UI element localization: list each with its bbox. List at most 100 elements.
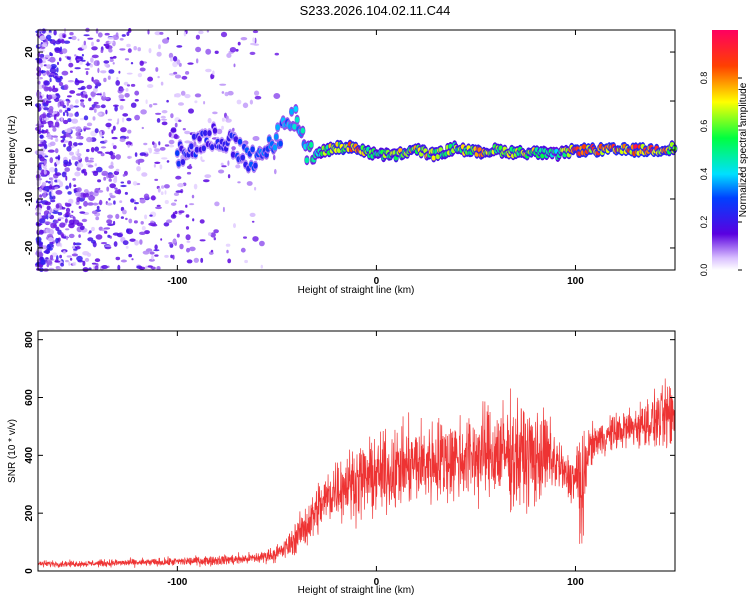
spectrogram-noise-blob <box>164 200 169 204</box>
spectrogram-noise-blob <box>200 156 203 161</box>
spectrogram-noise-blob <box>63 40 71 44</box>
spectrogram-noise-blob <box>125 217 128 221</box>
spectrogram-noise-blob <box>114 175 118 181</box>
spectrogram-noise-blob <box>222 206 225 213</box>
spectrogram-noise-blob <box>172 61 178 68</box>
spectrogram-noise-blob <box>103 227 111 230</box>
spectrogram-noise-blob <box>252 37 256 43</box>
spectrogram-noise-blob <box>67 57 71 60</box>
spectrogram-noise-blob <box>72 245 75 249</box>
spectrogram-noise-blob <box>113 220 116 226</box>
spectrogram-noise-blob <box>100 104 106 109</box>
spectrogram-noise-blob <box>103 60 110 64</box>
spectrogram-noise-blob <box>66 255 72 258</box>
spectrogram-noise-blob <box>147 29 150 35</box>
spectrogram-noise-blob <box>57 61 59 66</box>
spectrogram-noise-blob <box>49 73 56 76</box>
spectrogram-noise-blob <box>71 253 78 257</box>
spectrogram-noise-blob <box>154 161 161 164</box>
spectrogram-noise-blob <box>184 140 192 144</box>
spectrogram-noise-blob <box>117 118 120 124</box>
spectrogram-noise-blob <box>96 205 100 210</box>
spectrogram-noise-blob <box>78 132 82 136</box>
spectrogram-noise-blob <box>240 37 248 41</box>
x-tick-label: 0 <box>374 577 380 588</box>
spectrogram-noise-blob <box>189 246 196 252</box>
spectrogram-ridge-cell <box>275 124 280 131</box>
spectrogram-noise-blob <box>65 259 69 263</box>
spectrogram-noise-blob <box>82 260 86 267</box>
spectrogram-noise-blob <box>170 254 174 259</box>
spectrogram-noise-blob <box>182 128 186 131</box>
spectrogram-noise-blob <box>94 85 98 89</box>
spectrogram-noise-blob <box>81 59 86 62</box>
spectrogram-noise-blob <box>135 159 141 164</box>
spectrogram-noise-blob <box>93 79 100 85</box>
spectrogram-noise-blob <box>38 229 44 235</box>
spectrogram-noise-blob <box>40 70 46 73</box>
spectrogram-noise-blob <box>122 240 129 246</box>
spectrogram-noise-blob <box>47 213 51 217</box>
spectrogram-noise-blob <box>94 128 99 134</box>
spectrogram-noise-blob <box>108 41 114 44</box>
spectrogram-noise-blob <box>73 142 78 147</box>
spectrogram-noise-blob <box>173 133 178 139</box>
spectrogram-noise-blob <box>236 99 242 105</box>
spectrogram-noise-blob <box>57 217 65 220</box>
spectrogram-noise-blob <box>122 209 127 215</box>
spectrogram-noise-blob <box>74 67 81 70</box>
spectrogram-noise-blob <box>83 189 89 194</box>
colorbar: 0.0 0.2 0.4 0.6 0.8 Normalized spectral ampl… <box>699 30 749 276</box>
spectrogram-noise-blob <box>59 75 63 79</box>
spectrogram-noise-blob <box>81 53 84 57</box>
spectrogram-noise-blob <box>100 242 108 245</box>
spectrogram-noise-blob <box>184 94 191 99</box>
colorbar-tick-label: 0.6 <box>699 120 709 133</box>
spectrogram-noise-blob <box>163 222 170 227</box>
spectrogram-noise-blob <box>77 148 80 154</box>
spectrogram-noise-blob <box>205 68 212 73</box>
spectrogram-noise-blob <box>39 46 46 49</box>
spectrogram-noise-blob <box>187 62 194 65</box>
spectrogram-noise-blob <box>203 101 206 105</box>
spectrogram-noise-blob <box>126 31 130 36</box>
spectrogram-noise-blob <box>173 71 178 75</box>
spectrogram-noise-blob <box>74 79 80 86</box>
spectrogram-ridge-cell <box>176 160 181 167</box>
snr-x-label: Height of straight line (km) <box>298 585 415 596</box>
spectrogram-noise-blob <box>186 165 193 170</box>
spectrogram-noise-blob <box>186 240 191 243</box>
spectrogram-noise-blob <box>134 90 140 96</box>
spectrogram-noise-blob <box>38 44 41 48</box>
spectrogram-noise-blob <box>181 75 188 80</box>
spectrogram-noise-blob <box>129 238 136 242</box>
spectrogram-noise-blob <box>92 116 96 121</box>
spectrogram-noise-blob <box>152 103 158 106</box>
spectrogram-noise-blob <box>84 156 89 163</box>
spectrogram-noise-blob <box>139 60 144 66</box>
spectrogram-noise-blob <box>82 193 87 198</box>
figure-title: S233.2026.104.02.11.C44 <box>300 3 451 18</box>
spectrogram-noise-blob <box>273 93 281 99</box>
spectrogram-noise-blob <box>75 246 81 250</box>
spectrogram-noise-blob <box>170 202 177 206</box>
spectrogram-noise-blob <box>87 164 94 168</box>
spectrogram-noise-blob <box>106 202 113 206</box>
spectrogram-noise-blob <box>244 259 249 264</box>
spectrogram-ridge-cell <box>293 106 298 112</box>
spectrogram-ridge-cell <box>308 141 314 148</box>
spectrogram-noise-blob <box>156 51 162 57</box>
spectrogram-noise-blob <box>100 152 105 157</box>
spectrogram-noise-blob <box>219 83 227 86</box>
spectrogram-ridge-cell <box>230 151 236 158</box>
spectrogram-noise-blob <box>184 130 191 135</box>
spectrogram-noise-blob <box>62 111 66 117</box>
spectrogram-noise-blob <box>43 86 49 92</box>
spectrogram-noise-blob <box>74 242 82 246</box>
spectrogram-noise-blob <box>86 148 90 153</box>
spectrogram-noise-blob <box>274 52 279 56</box>
spectrogram-noise-blob <box>149 104 153 108</box>
spectrogram-noise-blob <box>176 233 180 238</box>
spectrogram-noise-blob <box>91 226 95 232</box>
spectrogram-noise-blob <box>66 235 68 241</box>
